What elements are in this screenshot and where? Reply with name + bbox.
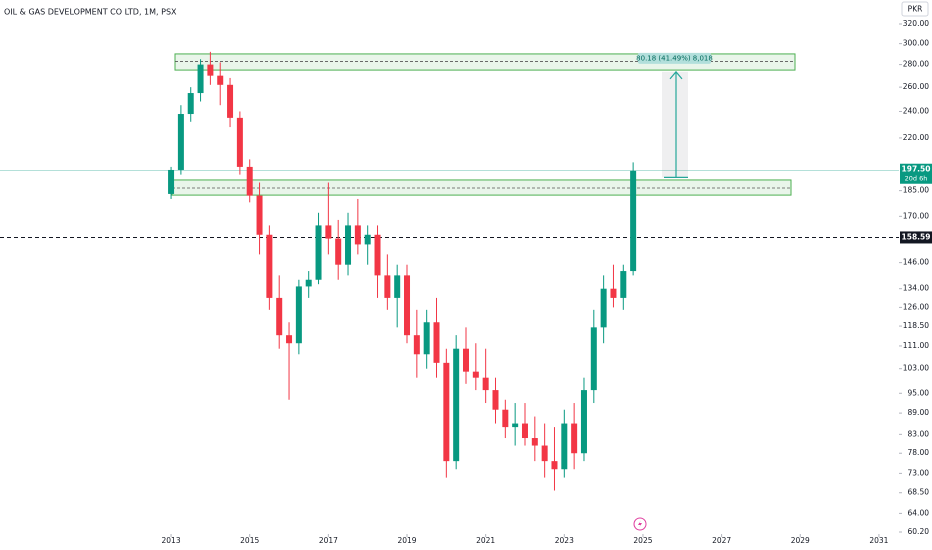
measure-label: 80.18 (41.49%) 8,018 [636, 54, 713, 62]
x-tick-label: 2019 [397, 536, 416, 545]
candle-body [217, 75, 224, 85]
y-tick-label: 95.00 [908, 388, 930, 397]
y-tick-label: 260.00 [903, 82, 929, 91]
candle-body [472, 371, 479, 378]
candle-body [482, 377, 489, 391]
countdown: 20d 6h [905, 175, 928, 183]
candle-body [168, 169, 175, 194]
candle-body [404, 275, 411, 336]
y-tick-label: 170.00 [903, 211, 929, 220]
candle-body [600, 288, 607, 328]
candle-body [325, 225, 332, 239]
candle-body [394, 275, 401, 298]
event-icon [633, 517, 647, 531]
prev-close-label: 158.59 [902, 232, 931, 241]
candle-body [492, 390, 499, 410]
x-tick-label: 2029 [791, 536, 810, 545]
candle-body [256, 195, 263, 235]
y-tick-label: 111.00 [903, 341, 929, 350]
measure-head [669, 70, 683, 80]
x-tick-label: 2013 [162, 536, 181, 545]
candle-body [197, 64, 204, 94]
x-tick-label: 2027 [712, 536, 731, 545]
y-tick-label: 118.50 [903, 321, 929, 330]
candle-body [462, 348, 469, 372]
candle-body [335, 238, 342, 265]
candle-body [620, 271, 627, 298]
y-tick-label: 240.00 [903, 106, 929, 115]
y-tick-label: 280.00 [903, 60, 929, 69]
candle-body [227, 84, 234, 118]
candle-body [590, 327, 597, 391]
candle-body [413, 335, 420, 355]
candle-body [305, 279, 312, 287]
candle-body [354, 225, 361, 245]
candle-body [453, 348, 460, 462]
x-tick-label: 2031 [869, 536, 888, 545]
candle-body [630, 170, 637, 272]
last-price-label: 197.50 [902, 165, 931, 174]
y-tick-label: 185.00 [903, 186, 929, 195]
y-tick-label: 78.00 [908, 448, 930, 457]
candle-body [561, 423, 568, 470]
candle-body [551, 461, 558, 470]
candle-body [374, 234, 381, 276]
candle-body [246, 166, 253, 196]
y-tick-label: 103.00 [903, 364, 929, 373]
candle-body [502, 409, 509, 428]
y-tick-label: 73.00 [908, 468, 930, 477]
currency: PKR [908, 5, 923, 14]
candle-body [580, 390, 587, 454]
x-tick-label: 2017 [319, 536, 338, 545]
measure-area [662, 71, 688, 178]
candle-body [236, 117, 243, 167]
candle-body [610, 288, 617, 298]
y-tick-label: 146.00 [903, 258, 929, 267]
y-tick-label: 300.00 [903, 39, 929, 48]
last-price-tag [900, 163, 932, 184]
x-tick-label: 2025 [633, 536, 652, 545]
measure-tag [638, 52, 711, 64]
y-tick-label: 126.00 [903, 302, 929, 311]
prev-close-tag [900, 231, 932, 244]
candle-body [295, 286, 302, 344]
candle-body [364, 234, 371, 245]
candle-body [177, 114, 184, 170]
y-tick-label: 89.00 [908, 408, 930, 417]
y-tick-label: 68.50 [908, 488, 930, 497]
currency-box [901, 1, 929, 17]
candle-body [266, 234, 273, 298]
candle-body [531, 438, 538, 446]
y-tick-label: 220.00 [903, 133, 929, 142]
y-tick-label: 83.00 [908, 429, 930, 438]
candle-body [187, 93, 194, 115]
candle-body [512, 423, 519, 428]
y-tick-label: 64.00 [908, 508, 930, 517]
chart-title: OIL & GAS DEVELOPMENT CO LTD, 1M, PSX [4, 8, 177, 17]
candle-body [384, 275, 391, 298]
zone [171, 179, 792, 196]
candle-body [423, 322, 430, 355]
candle-body [571, 423, 578, 454]
y-tick-label: 60.20 [908, 527, 930, 536]
x-tick-label: 2023 [555, 536, 574, 545]
candle-body [315, 225, 322, 280]
y-tick-label: 320.00 [903, 19, 929, 28]
candle-body [433, 322, 440, 363]
candle-body [286, 335, 293, 344]
candle-body [443, 362, 450, 462]
candle-body [521, 423, 528, 439]
candle-body [207, 64, 214, 76]
y-tick-label: 134.00 [903, 284, 929, 293]
candle-body [276, 297, 283, 336]
x-tick-label: 2021 [476, 536, 495, 545]
candle-body [345, 225, 352, 265]
x-tick-label: 2015 [240, 536, 259, 545]
candle-body [541, 445, 548, 462]
